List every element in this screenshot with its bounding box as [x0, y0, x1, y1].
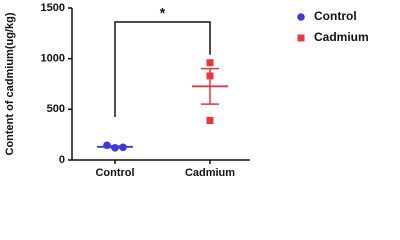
y-tick-label: 1500 [41, 2, 65, 14]
significance-bracket [114, 21, 211, 117]
chart: Content of cadmium(ug/kg) 0 500 1000 1500 Co… [4, 2, 369, 179]
legend-label: Cadmium [314, 30, 369, 44]
x-tick-label: Cadmium [185, 167, 235, 179]
y-tick-label: 1000 [41, 53, 65, 65]
legend-marker [297, 34, 305, 42]
error-bar [106, 145, 124, 149]
significance-label: * [160, 5, 166, 21]
y-axis-label: Content of cadmium(ug/kg) [4, 12, 16, 155]
x-tick-label: Control [95, 167, 134, 179]
y-tick-label: 500 [47, 103, 65, 115]
y-tick-label: 0 [59, 154, 65, 166]
error-bar [201, 67, 219, 105]
data-point [206, 116, 214, 124]
legend-marker [297, 13, 305, 21]
page: {"chart_data": {"type": "scatter", "y_la… [3, 1, 369, 179]
legend-label: Control [314, 9, 357, 23]
data-point [206, 59, 214, 67]
